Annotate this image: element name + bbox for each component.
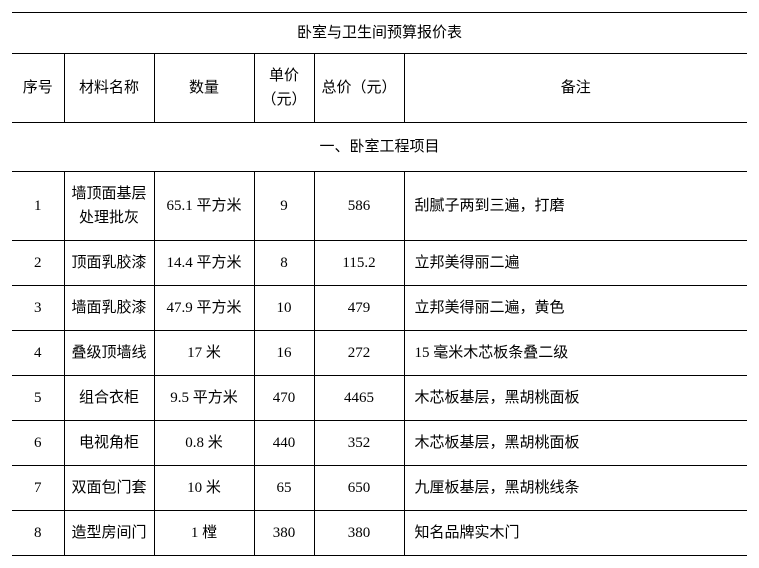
header-qty: 数量 <box>154 54 254 123</box>
cell-total: 352 <box>314 421 404 466</box>
cell-unit_price: 9 <box>254 172 314 241</box>
cell-seq: 2 <box>12 241 64 286</box>
cell-qty: 65.1 平方米 <box>154 172 254 241</box>
table-row: 2顶面乳胶漆14.4 平方米8115.2立邦美得丽二遍 <box>12 241 747 286</box>
cell-remark: 木芯板基层，黑胡桃面板 <box>404 376 747 421</box>
cell-qty: 47.9 平方米 <box>154 286 254 331</box>
cell-name: 电视角柜 <box>64 421 154 466</box>
cell-seq: 6 <box>12 421 64 466</box>
table-row: 5组合衣柜9.5 平方米4704465木芯板基层，黑胡桃面板 <box>12 376 747 421</box>
header-name: 材料名称 <box>64 54 154 123</box>
header-unit-price: 单价（元） <box>254 54 314 123</box>
cell-remark: 立邦美得丽二遍，黄色 <box>404 286 747 331</box>
cell-total: 650 <box>314 466 404 511</box>
table-row: 6电视角柜0.8 米440352木芯板基层，黑胡桃面板 <box>12 421 747 466</box>
cell-seq: 3 <box>12 286 64 331</box>
cell-unit_price: 440 <box>254 421 314 466</box>
title-row: 卧室与卫生间预算报价表 <box>12 13 747 54</box>
cell-name: 双面包门套 <box>64 466 154 511</box>
cell-qty: 0.8 米 <box>154 421 254 466</box>
header-row: 序号 材料名称 数量 单价（元） 总价（元） 备注 <box>12 54 747 123</box>
header-remark: 备注 <box>404 54 747 123</box>
cell-unit_price: 16 <box>254 331 314 376</box>
cell-qty: 10 米 <box>154 466 254 511</box>
cell-qty: 1 樘 <box>154 511 254 556</box>
cell-name: 墙顶面基层处理批灰 <box>64 172 154 241</box>
cell-remark: 九厘板基层，黑胡桃线条 <box>404 466 747 511</box>
table-row: 8造型房间门1 樘380380知名品牌实木门 <box>12 511 747 556</box>
cell-unit_price: 380 <box>254 511 314 556</box>
table-row: 3墙面乳胶漆47.9 平方米10479立邦美得丽二遍，黄色 <box>12 286 747 331</box>
cell-name: 顶面乳胶漆 <box>64 241 154 286</box>
table-row: 7双面包门套10 米65650九厘板基层，黑胡桃线条 <box>12 466 747 511</box>
cell-total: 4465 <box>314 376 404 421</box>
table-title: 卧室与卫生间预算报价表 <box>12 13 747 54</box>
table-row: 1墙顶面基层处理批灰65.1 平方米9586刮腻子两到三遍，打磨 <box>12 172 747 241</box>
cell-total: 115.2 <box>314 241 404 286</box>
cell-unit_price: 10 <box>254 286 314 331</box>
cell-qty: 14.4 平方米 <box>154 241 254 286</box>
cell-seq: 5 <box>12 376 64 421</box>
budget-table: 卧室与卫生间预算报价表 序号 材料名称 数量 单价（元） 总价（元） 备注 一、… <box>12 12 747 556</box>
cell-seq: 7 <box>12 466 64 511</box>
cell-remark: 15 毫米木芯板条叠二级 <box>404 331 747 376</box>
section-title: 一、卧室工程项目 <box>12 123 747 172</box>
cell-unit_price: 470 <box>254 376 314 421</box>
header-total: 总价（元） <box>314 54 404 123</box>
cell-remark: 知名品牌实木门 <box>404 511 747 556</box>
cell-name: 造型房间门 <box>64 511 154 556</box>
cell-unit_price: 8 <box>254 241 314 286</box>
cell-seq: 1 <box>12 172 64 241</box>
cell-name: 组合衣柜 <box>64 376 154 421</box>
cell-name: 墙面乳胶漆 <box>64 286 154 331</box>
cell-name: 叠级顶墙线 <box>64 331 154 376</box>
cell-unit_price: 65 <box>254 466 314 511</box>
cell-qty: 9.5 平方米 <box>154 376 254 421</box>
cell-total: 380 <box>314 511 404 556</box>
cell-remark: 刮腻子两到三遍，打磨 <box>404 172 747 241</box>
section-row: 一、卧室工程项目 <box>12 123 747 172</box>
cell-remark: 立邦美得丽二遍 <box>404 241 747 286</box>
cell-remark: 木芯板基层，黑胡桃面板 <box>404 421 747 466</box>
cell-total: 479 <box>314 286 404 331</box>
cell-seq: 4 <box>12 331 64 376</box>
cell-seq: 8 <box>12 511 64 556</box>
cell-total: 272 <box>314 331 404 376</box>
table-row: 4叠级顶墙线17 米1627215 毫米木芯板条叠二级 <box>12 331 747 376</box>
cell-qty: 17 米 <box>154 331 254 376</box>
cell-total: 586 <box>314 172 404 241</box>
header-seq: 序号 <box>12 54 64 123</box>
